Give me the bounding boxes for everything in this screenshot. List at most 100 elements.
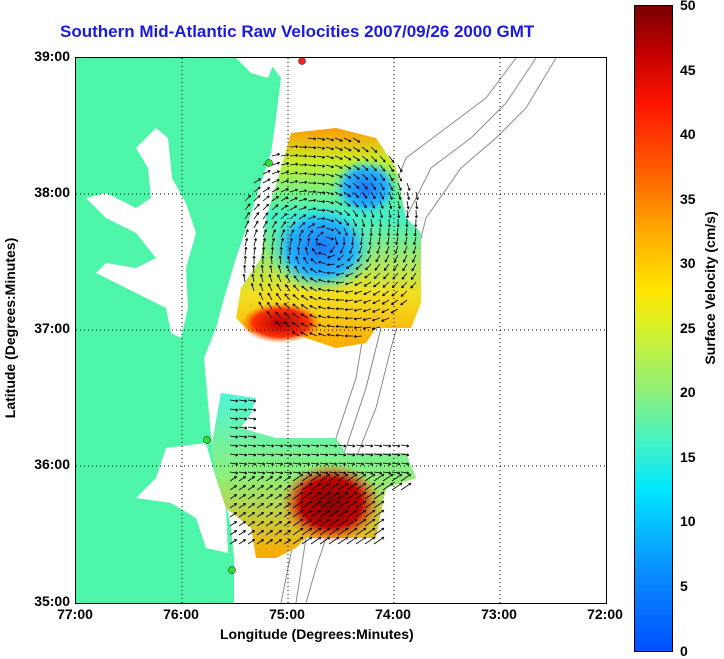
velocity-vector — [382, 444, 391, 447]
velocity-vector — [335, 334, 345, 337]
velocity-vector — [319, 518, 331, 527]
velocity-vector-head — [331, 239, 334, 241]
velocity-vector-head — [310, 510, 313, 513]
velocity-vector-head — [280, 539, 282, 542]
velocity-vector-head — [397, 445, 401, 448]
velocity-vector-head — [318, 314, 321, 316]
velocity-vector-head — [354, 300, 357, 303]
velocity-vector — [372, 308, 381, 313]
velocity-vector — [277, 274, 282, 283]
velocity-vector — [343, 191, 351, 198]
velocity-vector-head — [283, 321, 287, 323]
velocity-vector — [405, 227, 408, 236]
velocity-vector — [269, 274, 273, 283]
velocity-vector — [289, 229, 294, 238]
velocity-vector — [243, 274, 246, 283]
velocity-vector — [310, 482, 322, 491]
colorbar — [634, 5, 673, 652]
velocity-vector — [346, 527, 358, 536]
velocity-vector-head — [253, 255, 256, 259]
velocity-vector-head — [260, 274, 263, 277]
velocity-vector — [400, 299, 408, 306]
velocity-vector — [238, 399, 247, 402]
velocity-vector — [379, 155, 386, 163]
velocity-vector-head — [280, 512, 282, 515]
velocity-vector-head — [406, 454, 410, 457]
velocity-vector-head — [334, 445, 338, 448]
velocity-vector — [256, 503, 264, 509]
map-svg — [76, 58, 606, 603]
velocity-vector-head — [343, 445, 347, 448]
map-plot-area[interactable] — [75, 57, 607, 604]
colorbar-tick-label: 25 — [680, 320, 696, 336]
velocity-vector-head — [364, 519, 367, 522]
velocity-vector-head — [301, 528, 304, 531]
velocity-vector — [343, 137, 352, 142]
velocity-vector — [302, 266, 309, 274]
velocity-vector-head — [382, 519, 385, 522]
velocity-vector — [345, 299, 354, 302]
velocity-vector-head — [261, 264, 264, 268]
velocity-vector — [238, 530, 246, 536]
velocity-vector — [238, 435, 247, 438]
velocity-vector-head — [335, 272, 339, 276]
velocity-vector-head — [392, 276, 394, 280]
velocity-vector — [244, 247, 247, 256]
velocity-vector-head — [337, 492, 340, 495]
velocity-vector-head — [286, 162, 290, 166]
velocity-vector-head — [337, 474, 340, 477]
velocity-vector — [334, 173, 343, 178]
velocity-vector-head — [298, 463, 302, 466]
velocity-vector — [310, 268, 318, 274]
velocity-vector-head — [326, 263, 330, 266]
velocity-vector-head — [276, 212, 278, 216]
velocity-vector — [319, 453, 328, 456]
velocity-vector-head — [326, 280, 330, 282]
velocity-vector — [307, 155, 317, 158]
velocity-vector-head — [295, 180, 299, 184]
velocity-vector-head — [270, 264, 273, 268]
velocity-vector — [391, 444, 400, 447]
velocity-vector — [310, 453, 319, 456]
velocity-vector-head — [373, 537, 376, 540]
velocity-vector — [346, 444, 355, 447]
velocity-vector — [256, 512, 264, 518]
velocity-vector-head — [322, 201, 326, 204]
velocity-vector-head — [387, 224, 390, 228]
radar-site-marker — [228, 566, 236, 574]
velocity-vector-head — [362, 326, 366, 329]
velocity-vector-head — [407, 188, 410, 191]
velocity-vector — [337, 473, 349, 482]
velocity-vector-head — [373, 275, 376, 279]
velocity-vector-head — [313, 199, 317, 202]
velocity-vector — [307, 215, 316, 220]
velocity-vector — [326, 263, 336, 266]
velocity-vector-head — [304, 214, 307, 218]
velocity-vector — [370, 209, 374, 218]
velocity-vector-head — [295, 189, 298, 192]
velocity-vector — [280, 171, 289, 175]
velocity-vector — [310, 536, 322, 545]
velocity-vector — [354, 281, 363, 286]
velocity-vector-head — [382, 160, 386, 163]
velocity-vector — [337, 444, 346, 447]
velocity-vector-head — [289, 454, 293, 457]
velocity-vector — [319, 527, 331, 536]
velocity-vector-head — [397, 472, 401, 475]
velocity-vector — [247, 494, 255, 500]
velocity-vector-head — [289, 503, 291, 506]
velocity-vector — [275, 311, 282, 319]
delaware-bay — [236, 58, 276, 78]
velocity-vector — [268, 283, 273, 292]
velocity-vector — [413, 245, 417, 254]
velocity-vector — [274, 453, 283, 456]
velocity-vector — [406, 209, 409, 219]
velocity-vector — [283, 476, 291, 482]
velocity-vector — [244, 229, 249, 238]
velocity-vector — [307, 199, 317, 202]
velocity-vector — [256, 494, 264, 500]
velocity-vector — [271, 162, 280, 166]
velocity-vector-head — [313, 174, 317, 176]
velocity-vector-head — [277, 196, 279, 199]
velocity-vector — [388, 155, 395, 163]
